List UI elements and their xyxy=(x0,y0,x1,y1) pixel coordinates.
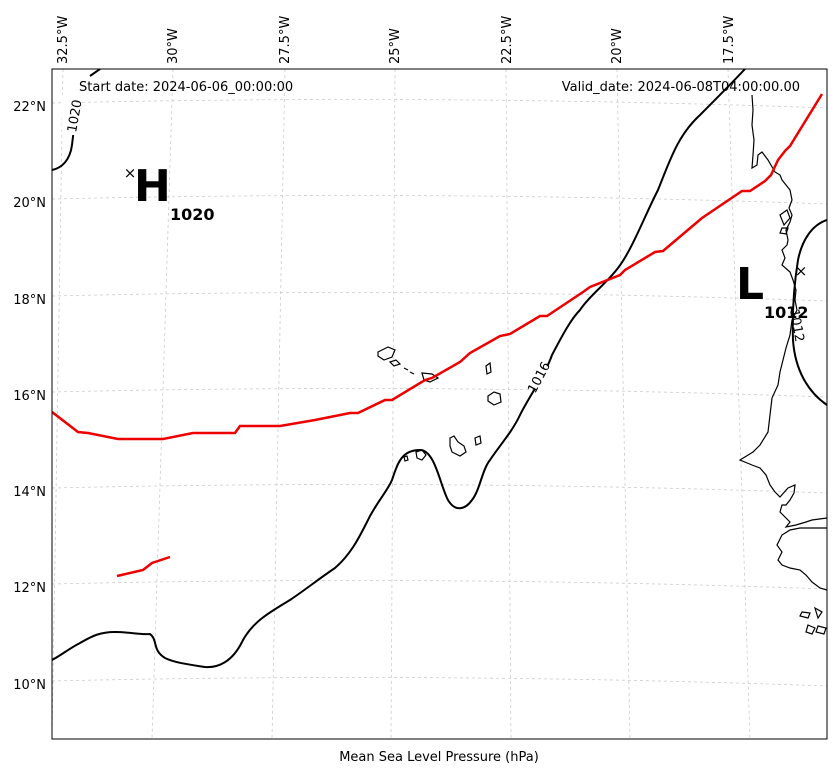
low-value: 1012 xyxy=(764,303,809,322)
high-marker-icon: × xyxy=(124,164,137,182)
cape-verde-sao-vicente xyxy=(388,359,402,367)
high-pressure-center: × H 1020 xyxy=(124,161,215,224)
lon-tick-27-5: 27.5°W xyxy=(278,16,293,64)
high-value: 1020 xyxy=(170,205,215,224)
track-main xyxy=(52,93,824,441)
cape-verde-fogo xyxy=(415,449,427,461)
cape-verde-santo-antao xyxy=(377,346,396,361)
lat-tick-14: 14°N xyxy=(13,485,46,500)
isobars xyxy=(52,69,827,669)
cape-verde-boa-vista-north xyxy=(485,361,492,375)
graticule xyxy=(52,69,827,739)
lon-tick-20: 20°W xyxy=(610,28,625,64)
low-marker-icon: × xyxy=(795,262,808,280)
isobar-1020-west xyxy=(52,127,75,171)
isobar-1012 xyxy=(791,219,827,406)
africa-coast-north xyxy=(738,94,827,528)
longitude-ticks: 32.5°W 30°W 27.5°W 25°W 22.5°W 20°W 17.5… xyxy=(56,16,737,64)
isobar-label-1020: 1020 xyxy=(65,98,86,133)
isobar-label-bg-1016 xyxy=(518,357,562,397)
lon-tick-25: 25°W xyxy=(388,28,403,64)
coastlines xyxy=(377,94,827,635)
isobar-label-1012: 1012 xyxy=(786,308,807,343)
lat-tick-10: 10°N xyxy=(13,678,46,693)
cape-verde-boa-vista xyxy=(487,391,502,406)
start-date: Start date: 2024-06-06_00:00:00 xyxy=(79,80,293,95)
track-fragment xyxy=(116,555,171,578)
cape-verde-brava xyxy=(403,455,409,462)
isobar-1016 xyxy=(52,69,746,669)
lon-tick-32-5: 32.5°W xyxy=(56,16,71,64)
x-axis-label: Mean Sea Level Pressure (hPa) xyxy=(339,750,539,765)
latitude-ticks: 22°N 20°N 18°N 16°N 14°N 12°N 10°N xyxy=(13,100,46,693)
lon-tick-30: 30°W xyxy=(166,28,181,64)
low-letter: L xyxy=(736,259,764,310)
lat-tick-18: 18°N xyxy=(13,293,46,308)
lat-tick-22: 22°N xyxy=(13,100,46,115)
isobar-1020-west-top xyxy=(89,69,101,77)
lat-tick-20: 20°N xyxy=(13,196,46,211)
canary-islands xyxy=(779,209,791,235)
cape-verde-sao-nicolau xyxy=(403,367,415,375)
lon-tick-17-5: 17.5°W xyxy=(722,16,737,64)
lat-tick-12: 12°N xyxy=(13,581,46,596)
plot-frame xyxy=(51,68,828,740)
isobar-label-bg-1020 xyxy=(62,95,76,135)
cape-verde-maio xyxy=(474,435,482,446)
africa-coast-bijagos xyxy=(799,606,827,635)
africa-coast-south xyxy=(776,527,827,591)
lon-tick-22-5: 22.5°W xyxy=(500,16,515,64)
low-pressure-center: × L 1012 xyxy=(736,259,809,322)
cape-verde-santiago xyxy=(449,435,467,457)
high-letter: H xyxy=(134,161,171,212)
valid-date: Valid_date: 2024-06-08T04:00:00.00 xyxy=(562,80,800,95)
cape-verde-sal xyxy=(421,372,440,383)
lat-tick-16: 16°N xyxy=(13,389,46,404)
storm-track xyxy=(52,93,824,578)
